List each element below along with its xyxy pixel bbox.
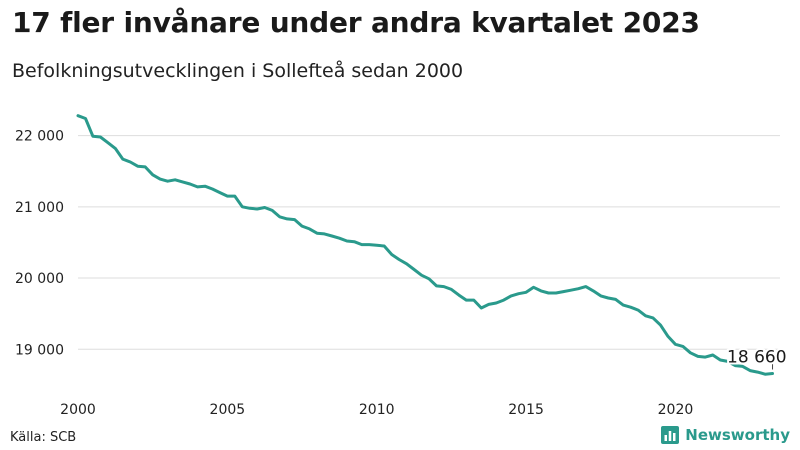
end-value-label: 18 660	[727, 347, 786, 367]
x-tick-label: 2015	[508, 402, 544, 418]
y-tick-label: 20 000	[15, 271, 64, 287]
chart-title: 17 fler invånare under andra kvartalet 2…	[12, 6, 700, 39]
brand-name: Newsworthy	[685, 426, 790, 444]
x-tick-label: 2020	[658, 402, 694, 418]
x-tick-label: 2000	[60, 402, 96, 418]
x-tick-label: 2010	[359, 402, 395, 418]
chart-subtitle: Befolkningsutvecklingen i Sollefteå seda…	[12, 60, 464, 82]
bar-chart-logo-icon	[661, 426, 680, 444]
brand-logo: Newsworthy	[661, 426, 790, 444]
series-line	[76, 114, 774, 376]
y-tick-label: 19 000	[15, 342, 64, 358]
y-tick-label: 22 000	[15, 129, 64, 145]
y-tick-label: 21 000	[15, 200, 64, 216]
x-tick-label: 2005	[210, 402, 246, 418]
source-note: Källa: SCB	[10, 430, 77, 445]
